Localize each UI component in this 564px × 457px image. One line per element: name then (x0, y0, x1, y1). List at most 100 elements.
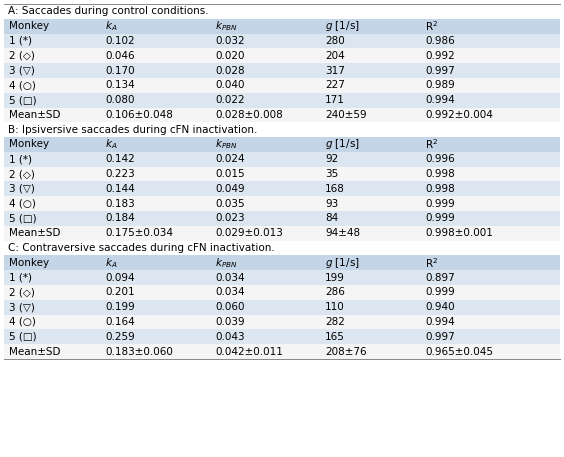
Bar (4, 167, 560, 181)
Text: 204: 204 (325, 51, 345, 61)
Text: 0.201: 0.201 (105, 287, 135, 298)
Text: 92: 92 (325, 154, 338, 164)
Text: 0.999: 0.999 (425, 199, 455, 208)
Text: 0.175±0.034: 0.175±0.034 (105, 228, 173, 238)
Text: 0.183: 0.183 (105, 199, 135, 208)
Text: $k_{PBN}$: $k_{PBN}$ (215, 256, 237, 270)
Text: 240±59: 240±59 (325, 110, 367, 120)
Text: 0.015: 0.015 (215, 169, 245, 179)
Bar (4, 4, 560, 18)
Text: $g$ [1/s]: $g$ [1/s] (325, 19, 360, 33)
Text: $k_{PBN}$: $k_{PBN}$ (215, 19, 237, 33)
Text: 0.998±0.001: 0.998±0.001 (425, 228, 493, 238)
Text: 4 (○): 4 (○) (9, 199, 36, 208)
Text: 0.164: 0.164 (105, 317, 135, 327)
Text: 0.094: 0.094 (105, 272, 135, 282)
Text: 0.183±0.060: 0.183±0.060 (105, 346, 173, 356)
Text: B: Ipsiversive saccades during cFN inactivation.: B: Ipsiversive saccades during cFN inact… (8, 125, 257, 134)
Text: 0.170: 0.170 (105, 65, 135, 75)
Bar (4, 344, 560, 359)
Text: $g$ [1/s]: $g$ [1/s] (325, 255, 360, 270)
Text: 286: 286 (325, 287, 345, 298)
Text: 0.020: 0.020 (215, 51, 245, 61)
Text: 1 (*): 1 (*) (9, 36, 32, 46)
Text: 280: 280 (325, 36, 345, 46)
Bar (4, 152, 560, 167)
Bar (4, 137, 560, 152)
Text: 0.035: 0.035 (215, 199, 245, 208)
Text: 0.034: 0.034 (215, 272, 245, 282)
Text: $k_A$: $k_A$ (105, 19, 117, 33)
Text: 0.028: 0.028 (215, 65, 245, 75)
Bar (4, 255, 560, 270)
Text: 282: 282 (325, 317, 345, 327)
Text: 0.142: 0.142 (105, 154, 135, 164)
Bar (4, 63, 560, 78)
Text: 0.259: 0.259 (105, 332, 135, 342)
Text: 0.032: 0.032 (215, 36, 245, 46)
Bar (4, 33, 560, 48)
Bar (4, 270, 560, 285)
Text: 2 (◇): 2 (◇) (9, 169, 35, 179)
Text: C: Contraversive saccades during cFN inactivation.: C: Contraversive saccades during cFN ina… (8, 243, 275, 253)
Text: 3 (▽): 3 (▽) (9, 65, 35, 75)
Text: 199: 199 (325, 272, 345, 282)
Text: 0.024: 0.024 (215, 154, 245, 164)
Text: 5 (□): 5 (□) (9, 95, 37, 105)
Text: 0.106±0.048: 0.106±0.048 (105, 110, 173, 120)
Bar (4, 122, 560, 137)
Text: 2 (◇): 2 (◇) (9, 51, 35, 61)
Text: R$^2$: R$^2$ (425, 256, 438, 270)
Bar (4, 226, 560, 240)
Text: 0.999: 0.999 (425, 213, 455, 223)
Text: 0.080: 0.080 (105, 95, 134, 105)
Text: 0.994: 0.994 (425, 317, 455, 327)
Text: 0.997: 0.997 (425, 332, 455, 342)
Bar (4, 285, 560, 300)
Text: 93: 93 (325, 199, 338, 208)
Text: 1 (*): 1 (*) (9, 154, 32, 164)
Text: 0.986: 0.986 (425, 36, 455, 46)
Text: A: Saccades during control conditions.: A: Saccades during control conditions. (8, 6, 209, 16)
Text: 0.998: 0.998 (425, 169, 455, 179)
Text: 110: 110 (325, 302, 345, 312)
Text: 0.184: 0.184 (105, 213, 135, 223)
Text: 2 (◇): 2 (◇) (9, 287, 35, 298)
Text: 5 (□): 5 (□) (9, 213, 37, 223)
Bar (4, 329, 560, 344)
Text: 4 (○): 4 (○) (9, 317, 36, 327)
Text: 0.042±0.011: 0.042±0.011 (215, 346, 283, 356)
Text: 0.022: 0.022 (215, 95, 245, 105)
Text: 0.023: 0.023 (215, 213, 245, 223)
Text: $g$ [1/s]: $g$ [1/s] (325, 137, 360, 151)
Text: 0.998: 0.998 (425, 184, 455, 194)
Text: Mean±SD: Mean±SD (9, 346, 60, 356)
Text: 0.989: 0.989 (425, 80, 455, 90)
Text: R$^2$: R$^2$ (425, 138, 438, 151)
Text: 0.134: 0.134 (105, 80, 135, 90)
Text: 0.897: 0.897 (425, 272, 455, 282)
Text: 0.028±0.008: 0.028±0.008 (215, 110, 283, 120)
Text: 0.040: 0.040 (215, 80, 245, 90)
Text: 94±48: 94±48 (325, 228, 360, 238)
Text: $k_A$: $k_A$ (105, 256, 117, 270)
Text: 0.144: 0.144 (105, 184, 135, 194)
Text: 84: 84 (325, 213, 338, 223)
Text: 208±76: 208±76 (325, 346, 367, 356)
Text: 0.043: 0.043 (215, 332, 245, 342)
Text: 0.992: 0.992 (425, 51, 455, 61)
Text: 0.060: 0.060 (215, 302, 245, 312)
Text: 35: 35 (325, 169, 338, 179)
Text: Monkey: Monkey (9, 21, 49, 31)
Text: 0.029±0.013: 0.029±0.013 (215, 228, 283, 238)
Text: 168: 168 (325, 184, 345, 194)
Text: 0.992±0.004: 0.992±0.004 (425, 110, 493, 120)
Text: 0.102: 0.102 (105, 36, 135, 46)
Text: 0.965±0.045: 0.965±0.045 (425, 346, 493, 356)
Bar (4, 107, 560, 122)
Text: $k_A$: $k_A$ (105, 138, 117, 151)
Bar (4, 314, 560, 329)
Bar (4, 300, 560, 314)
Text: 3 (▽): 3 (▽) (9, 302, 35, 312)
Bar (4, 240, 560, 255)
